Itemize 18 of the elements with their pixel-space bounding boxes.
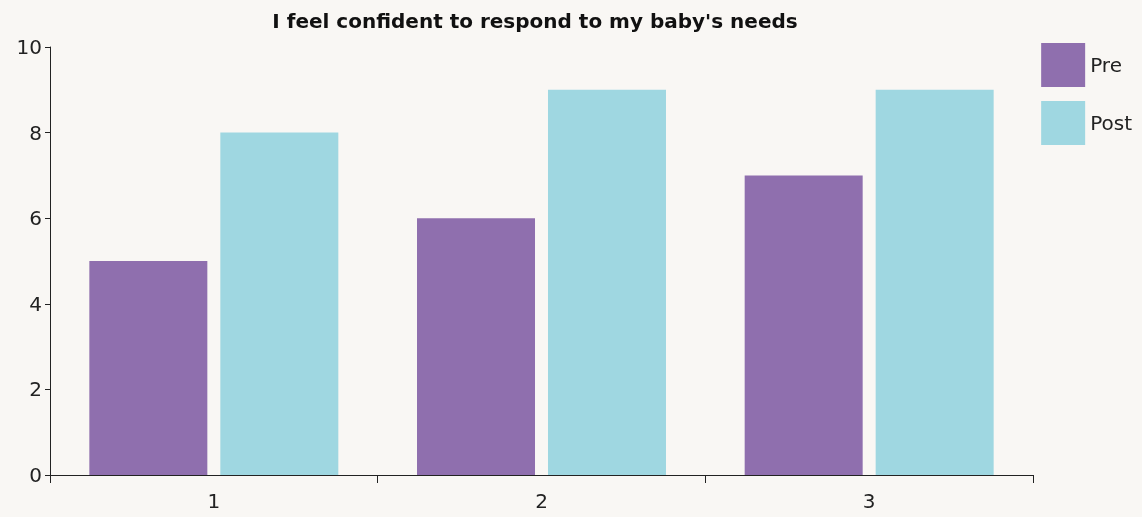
bar <box>744 175 863 475</box>
x-tick-label: 3 <box>862 489 876 513</box>
x-tick-label: 1 <box>207 489 221 513</box>
y-tick-label: 8 <box>29 120 42 145</box>
bar <box>89 261 208 475</box>
y-tick-label: 4 <box>29 291 42 316</box>
y-tick-label: 10 <box>16 35 42 59</box>
y-tick-label: 2 <box>29 377 42 402</box>
y-tick-label: 6 <box>29 206 42 231</box>
legend-label: Pre <box>1090 53 1122 77</box>
bar <box>220 132 339 475</box>
bar <box>547 89 666 475</box>
legend-label: Post <box>1090 111 1133 135</box>
x-tick-label: 2 <box>535 489 548 513</box>
chart-title: I feel confident to respond to my baby's needs <box>272 9 798 33</box>
bar <box>875 89 994 475</box>
bar <box>417 218 536 475</box>
y-tick-label: 0 <box>29 463 42 487</box>
